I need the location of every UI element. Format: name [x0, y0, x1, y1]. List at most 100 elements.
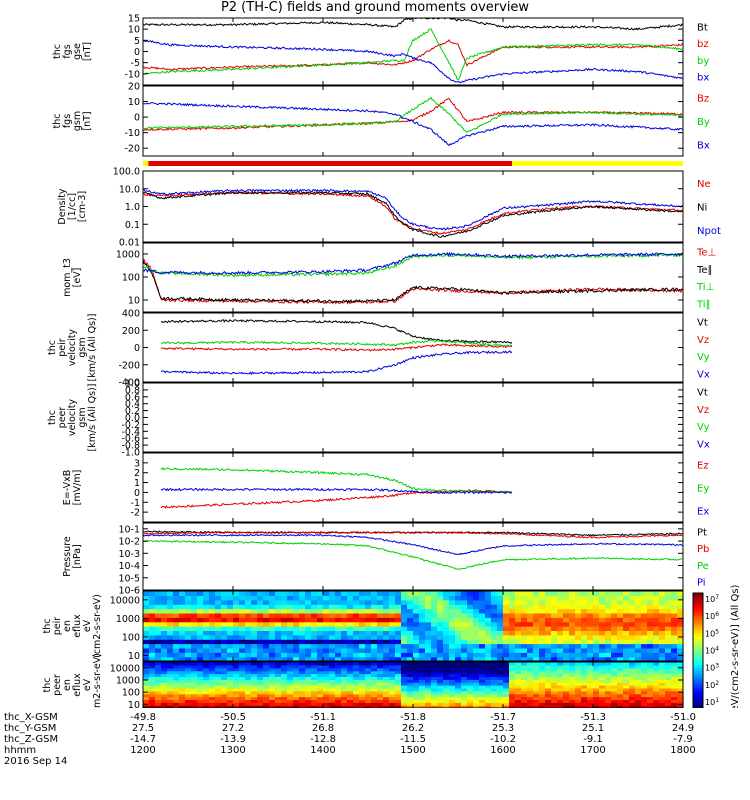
spectrogram-cell: [281, 591, 288, 596]
spectrogram-cell: [641, 591, 648, 596]
spectrogram-cell: [665, 702, 672, 706]
spectrogram-cell: [635, 673, 642, 677]
colorbar-cell: [693, 616, 703, 620]
spectrogram-cell: [527, 690, 534, 695]
spectrogram-cell: [221, 626, 228, 631]
spectrogram-cell: [293, 643, 300, 649]
spectrogram-cell: [287, 699, 294, 703]
spectrogram-cell: [443, 647, 450, 653]
spectrogram-cell: [641, 705, 648, 708]
spectrogram-cell: [209, 617, 216, 623]
spectrogram-cell: [659, 612, 666, 618]
spectrogram-cell: [527, 693, 534, 698]
spectrogram-cell: [497, 652, 504, 658]
spectrogram-cell: [185, 630, 192, 636]
spectrogram-cell: [203, 639, 210, 645]
y-tick-label: -0.8: [121, 441, 140, 452]
spectrogram-cell: [515, 699, 522, 703]
spectrogram-cell: [665, 639, 672, 645]
spectrogram-cell: [323, 604, 330, 610]
spectrogram-cell: [167, 679, 174, 683]
spectrogram-cell: [491, 662, 498, 666]
spectrogram-cell: [155, 608, 162, 614]
spectrogram-cell: [641, 670, 648, 675]
spectrogram-cell: [149, 705, 156, 708]
spectrogram-cell: [473, 673, 480, 677]
spectrogram-cell: [233, 664, 240, 669]
spectrogram-cell: [539, 664, 546, 669]
spectrogram-cell: [485, 656, 492, 662]
spectrogram-cell: [413, 679, 420, 683]
spectrogram-cell: [371, 690, 378, 695]
spectrogram-cell: [191, 676, 198, 680]
spectrogram-cell: [455, 639, 462, 645]
spectrogram-cell: [395, 621, 402, 627]
spectrogram-cell: [599, 608, 606, 614]
spectrogram-cell: [377, 591, 384, 596]
spectrogram-cell: [545, 621, 552, 627]
spectrogram-cell: [347, 595, 354, 601]
spectrogram-cell: [449, 656, 456, 662]
spectrogram-cell: [377, 699, 384, 703]
spectrogram-cell: [413, 673, 420, 677]
date-label: 2016 Sep 14: [4, 756, 68, 767]
series-by: [143, 28, 683, 81]
spectrogram-cell: [299, 656, 306, 662]
series-pe: [143, 539, 683, 570]
spectrogram-cell: [503, 682, 510, 686]
spectrogram-cell: [341, 687, 348, 692]
spectrogram-cell: [437, 595, 444, 601]
spectrogram-cell: [191, 621, 198, 627]
spectrogram-cell: [617, 599, 624, 605]
spectrogram-cell: [587, 643, 594, 649]
spectrogram-cell: [143, 621, 150, 627]
spectrogram-cell: [269, 630, 276, 636]
spectrogram-cell: [509, 643, 516, 649]
spectrogram-cell: [545, 693, 552, 698]
spectrogram-cell: [455, 599, 462, 605]
spectrogram-cell: [569, 679, 576, 683]
spectrogram-cell: [251, 690, 258, 695]
spectrogram-cell: [665, 634, 672, 640]
spectrogram-cell: [359, 617, 366, 623]
spectrogram-cell: [509, 690, 516, 695]
y-axis-label-line: [cm-3]: [77, 191, 88, 222]
spectrogram-cell: [485, 647, 492, 653]
spectrogram-cell: [197, 673, 204, 677]
spectrogram-cell: [353, 682, 360, 686]
spectrogram-cell: [443, 639, 450, 645]
spectrogram-cell: [221, 639, 228, 645]
y-tick-label: 100: [122, 632, 140, 643]
spectrogram-cell: [395, 705, 402, 708]
spectrogram-cell: [167, 667, 174, 672]
spectrogram-cell: [677, 643, 684, 649]
spectrogram-cell: [515, 634, 522, 640]
spectrogram-cell: [203, 702, 210, 706]
spectrogram-cell: [425, 679, 432, 683]
spectrogram-cell: [647, 612, 654, 618]
spectrogram-cell: [461, 630, 468, 636]
spectrogram-cell: [641, 630, 648, 636]
spectrogram-cell: [641, 608, 648, 614]
spectrogram-cell: [593, 652, 600, 658]
spectrogram-cell: [197, 634, 204, 640]
spectrogram-cell: [287, 608, 294, 614]
y-tick-label: 10: [128, 97, 140, 108]
spectrogram-cell: [425, 604, 432, 610]
spectrogram-cell: [647, 604, 654, 610]
spectrogram-cell: [191, 679, 198, 683]
spectrogram-cell: [341, 685, 348, 689]
spectrogram-cell: [485, 690, 492, 695]
spectrogram-cell: [317, 634, 324, 640]
spectrogram-cell: [251, 630, 258, 636]
spectrogram-cell: [347, 687, 354, 692]
spectrogram-cell: [173, 630, 180, 636]
spectrogram-cell: [233, 643, 240, 649]
spectrogram-cell: [155, 693, 162, 698]
y-tick-label: 0.6: [125, 392, 140, 403]
spectrogram-cell: [539, 634, 546, 640]
spectrogram-cell: [455, 670, 462, 675]
spectrogram-cell: [413, 696, 420, 700]
spectrogram-cell: [497, 693, 504, 698]
spectrogram-cell: [371, 687, 378, 692]
